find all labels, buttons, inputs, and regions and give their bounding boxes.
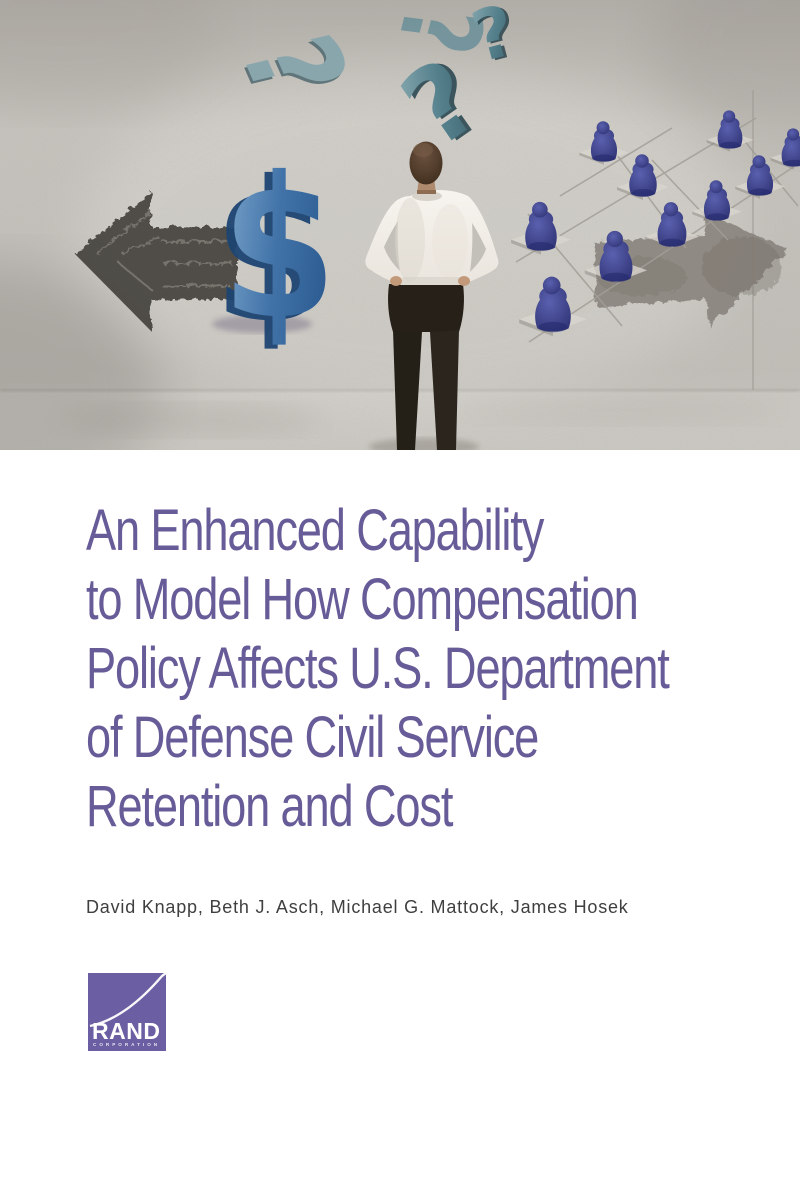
person-figure	[706, 110, 754, 152]
person-figure	[735, 155, 785, 199]
rand-logo-graphic: RAND CORPORATION	[88, 972, 167, 1051]
person-figure	[511, 201, 571, 255]
person-figure	[770, 128, 800, 170]
title-line: to Model How Compensation	[86, 567, 639, 632]
person-figure	[617, 154, 669, 200]
person-figure	[692, 180, 742, 224]
title-line: of Defense Civil Service	[86, 705, 539, 770]
person-figure	[519, 276, 587, 337]
person-figure	[644, 202, 700, 251]
authors-line: David Knapp, Beth J. Asch, Michael G. Ma…	[86, 897, 629, 917]
svg-text:$: $	[213, 139, 328, 366]
report-title: An Enhanced Capability to Model How Comp…	[86, 496, 670, 841]
person-figure	[579, 121, 629, 165]
dollar-sign-icon: $ $	[212, 135, 337, 366]
logo-wordmark: RAND	[92, 1018, 160, 1044]
logo-subtext: CORPORATION	[93, 1042, 160, 1047]
title-line: An Enhanced Capability	[86, 498, 544, 563]
cover-photo: ? ? ? ? ? ? ? $ $	[0, 0, 800, 450]
left-arrow-icon	[73, 190, 236, 330]
people-network-icon	[511, 110, 800, 343]
rand-logo: RAND CORPORATION	[88, 972, 167, 1051]
title-line: Policy Affects U.S. Department	[86, 636, 670, 701]
title-line: Retention and Cost	[86, 774, 453, 839]
right-arrow-icon	[593, 210, 787, 326]
person-figure	[584, 230, 648, 286]
svg-text:$: $	[221, 135, 336, 362]
businessman-figure	[365, 141, 499, 450]
logo-swoosh-icon	[89, 972, 167, 1028]
